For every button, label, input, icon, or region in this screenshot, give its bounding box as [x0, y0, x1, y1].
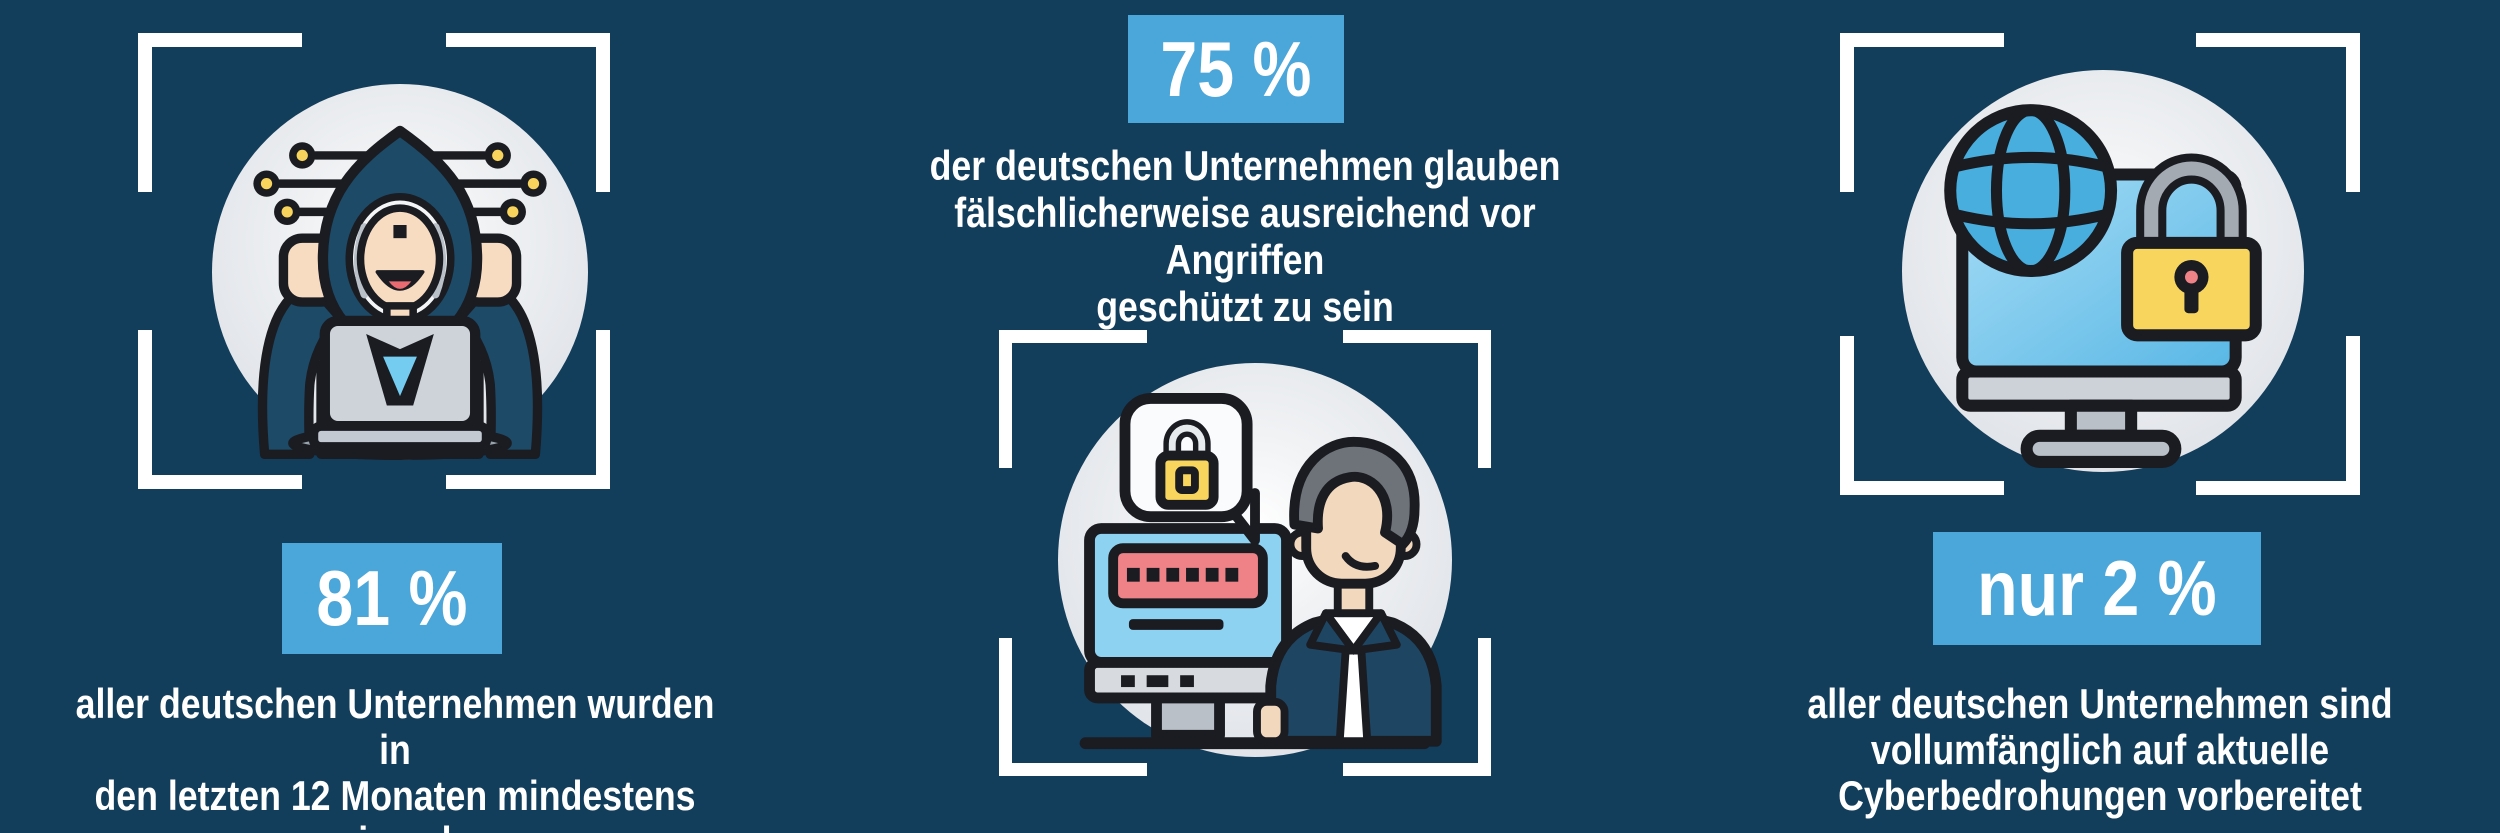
focus-frame-left — [138, 33, 610, 489]
hacker-icon — [253, 125, 547, 460]
focus-frame-right — [1840, 33, 2360, 495]
bracket-top-right-icon — [2196, 33, 2360, 192]
stat-caption-2: aller deutschen Unternehmen sind vollumf… — [1760, 681, 2440, 819]
caption-line: geschützt zu sein — [1096, 283, 1394, 330]
caption-line: der deutschen Unternehmen glauben — [929, 142, 1561, 189]
focus-frame-middle — [999, 330, 1491, 776]
bracket-top-left-icon — [138, 33, 302, 192]
stat-caption-81: aller deutschen Unternehmen wurden in de… — [55, 681, 735, 833]
icon-circle-secure-computer — [1902, 70, 2304, 472]
caption-line: aller deutschen Unternehmen wurden in — [75, 680, 715, 773]
bracket-top-left-icon — [1840, 33, 2004, 192]
stat-value: nur 2 % — [1977, 544, 2217, 632]
stat-badge-81: 81 % — [282, 543, 502, 654]
stat-value: 75 % — [1160, 24, 1312, 113]
bracket-bottom-left-icon — [999, 638, 1147, 776]
stat-value: 81 % — [316, 554, 468, 642]
stat-caption-75: der deutschen Unternehmen glauben fälsch… — [905, 142, 1585, 330]
caption-line: fälschlicherweise ausreichend vor Angrif… — [954, 189, 1536, 283]
icon-circle-password-user — [1058, 363, 1452, 757]
bracket-bottom-left-icon — [1840, 336, 2004, 495]
bracket-bottom-right-icon — [446, 330, 610, 489]
password-user-icon — [1079, 393, 1442, 750]
caption-line: den letzten 12 Monaten mindestens einmal — [94, 772, 696, 833]
caption-line: vollumfänglich auf aktuelle — [1870, 726, 2330, 773]
caption-line: Cyberbedrohungen vorbereitet — [1838, 772, 2362, 819]
bracket-bottom-right-icon — [2196, 336, 2360, 495]
bracket-top-right-icon — [446, 33, 610, 192]
icon-circle-hacker — [212, 84, 588, 460]
bracket-top-left-icon — [999, 330, 1147, 468]
bracket-bottom-right-icon — [1343, 638, 1491, 776]
secure-computer-icon — [1944, 104, 2262, 468]
stat-badge-75: 75 % — [1128, 15, 1344, 123]
bracket-top-right-icon — [1343, 330, 1491, 468]
stat-badge-2: nur 2 % — [1933, 532, 2261, 645]
bracket-bottom-left-icon — [138, 330, 302, 489]
caption-line: aller deutschen Unternehmen sind — [1807, 680, 2393, 727]
